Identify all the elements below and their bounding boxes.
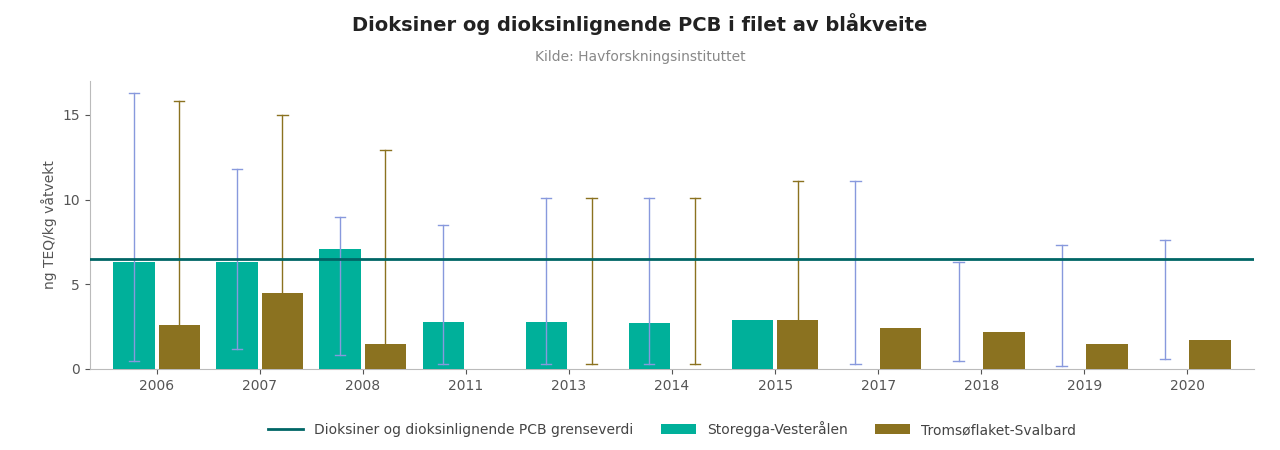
Bar xyxy=(881,328,922,369)
Y-axis label: ng TEQ/kg våtvekt: ng TEQ/kg våtvekt xyxy=(41,161,56,289)
Bar xyxy=(732,320,773,369)
Legend: Dioksiner og dioksinlignende PCB grenseverdi, Storegga-Vesterålen, Tromsøflaket-: Dioksiner og dioksinlignende PCB grensev… xyxy=(262,416,1082,443)
Bar xyxy=(216,262,257,369)
Bar xyxy=(983,332,1024,369)
Bar xyxy=(1189,340,1230,369)
Bar xyxy=(628,323,669,369)
Bar xyxy=(777,320,818,369)
Text: Kilde: Havforskningsinstituttet: Kilde: Havforskningsinstituttet xyxy=(535,50,745,63)
Bar xyxy=(159,325,200,369)
Text: Dioksiner og dioksinlignende PCB i filet av blåkveite: Dioksiner og dioksinlignende PCB i filet… xyxy=(352,14,928,36)
Bar xyxy=(526,322,567,369)
Bar xyxy=(261,293,303,369)
Bar xyxy=(114,262,155,369)
Bar xyxy=(1087,344,1128,369)
Bar xyxy=(320,249,361,369)
Bar xyxy=(422,322,463,369)
Bar xyxy=(365,344,406,369)
